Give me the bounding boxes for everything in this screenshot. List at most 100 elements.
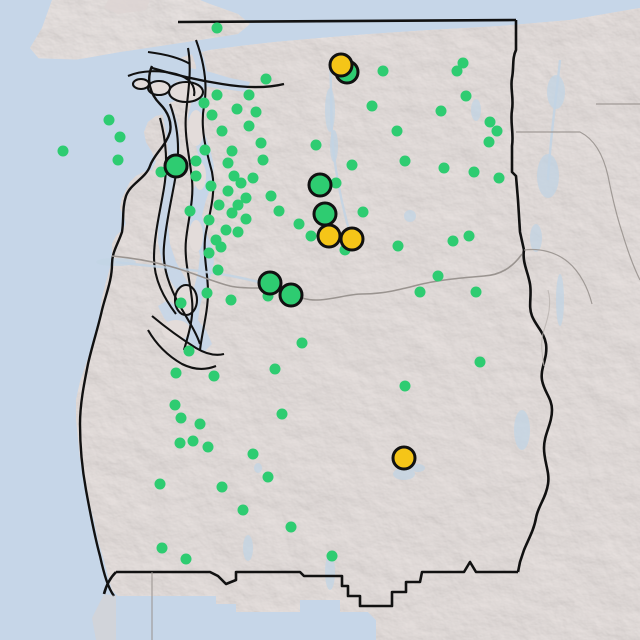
- station-marker-green-small[interactable]: [305, 230, 317, 242]
- station-marker-green-large[interactable]: [163, 153, 189, 179]
- station-marker-green-small[interactable]: [208, 370, 220, 382]
- station-marker-green-small[interactable]: [206, 109, 218, 121]
- station-marker-green-small[interactable]: [243, 89, 255, 101]
- station-marker-green-small[interactable]: [215, 241, 227, 253]
- station-marker-green-small[interactable]: [273, 205, 285, 217]
- station-marker-yellow-large[interactable]: [339, 226, 365, 252]
- station-marker-green-small[interactable]: [226, 207, 238, 219]
- station-marker-green-small[interactable]: [255, 137, 267, 149]
- station-marker-green-small[interactable]: [457, 57, 469, 69]
- station-marker-green-small[interactable]: [180, 553, 192, 565]
- station-marker-green-small[interactable]: [247, 172, 259, 184]
- station-marker-green-small[interactable]: [346, 159, 358, 171]
- station-marker-green-small[interactable]: [468, 166, 480, 178]
- station-marker-green-small[interactable]: [243, 120, 255, 132]
- station-marker-green-small[interactable]: [262, 290, 274, 302]
- station-marker-green-small[interactable]: [187, 435, 199, 447]
- station-marker-green-small[interactable]: [493, 172, 505, 184]
- station-marker-green-small[interactable]: [460, 90, 472, 102]
- station-marker-green-small[interactable]: [276, 408, 288, 420]
- station-marker-green-small[interactable]: [203, 214, 215, 226]
- station-marker-green-small[interactable]: [175, 297, 187, 309]
- station-marker-green-small[interactable]: [194, 418, 206, 430]
- station-marker-green-small[interactable]: [184, 205, 196, 217]
- station-marker-green-small[interactable]: [330, 177, 342, 189]
- station-marker-green-small[interactable]: [470, 286, 482, 298]
- station-marker-green-small[interactable]: [491, 125, 503, 137]
- station-marker-green-large[interactable]: [307, 172, 333, 198]
- station-marker-green-small[interactable]: [222, 185, 234, 197]
- station-marker-green-small[interactable]: [198, 97, 210, 109]
- station-marker-green-small[interactable]: [447, 235, 459, 247]
- station-marker-green-small[interactable]: [183, 345, 195, 357]
- station-marker-green-small[interactable]: [310, 139, 322, 151]
- station-marker-green-small[interactable]: [210, 234, 222, 246]
- station-marker-green-small[interactable]: [203, 247, 215, 259]
- station-marker-green-small[interactable]: [57, 145, 69, 157]
- station-marker-green-small[interactable]: [216, 481, 228, 493]
- station-marker-green-small[interactable]: [235, 177, 247, 189]
- station-marker-green-small[interactable]: [154, 478, 166, 490]
- station-marker-green-small[interactable]: [216, 125, 228, 137]
- station-marker-green-small[interactable]: [474, 356, 486, 368]
- station-marker-yellow-large[interactable]: [328, 52, 354, 78]
- station-marker-green-small[interactable]: [155, 166, 167, 178]
- station-marker-green-small[interactable]: [260, 73, 272, 85]
- station-marker-green-small[interactable]: [112, 154, 124, 166]
- station-marker-green-small[interactable]: [257, 154, 269, 166]
- station-marker-green-small[interactable]: [250, 106, 262, 118]
- station-marker-green-large[interactable]: [312, 201, 338, 227]
- station-marker-green-small[interactable]: [190, 155, 202, 167]
- station-marker-green-large[interactable]: [278, 282, 304, 308]
- station-marker-green-small[interactable]: [399, 155, 411, 167]
- station-marker-green-small[interactable]: [232, 226, 244, 238]
- station-marker-green-small[interactable]: [262, 471, 274, 483]
- station-marker-green-small[interactable]: [392, 240, 404, 252]
- station-marker-green-small[interactable]: [269, 363, 281, 375]
- station-marker-green-small[interactable]: [199, 144, 211, 156]
- station-marker-green-small[interactable]: [296, 337, 308, 349]
- station-marker-green-small[interactable]: [451, 65, 463, 77]
- station-marker-green-small[interactable]: [226, 145, 238, 157]
- station-marker-green-small[interactable]: [357, 206, 369, 218]
- station-marker-green-small[interactable]: [211, 22, 223, 34]
- station-marker-green-small[interactable]: [205, 180, 217, 192]
- station-marker-green-small[interactable]: [169, 399, 181, 411]
- station-marker-green-large[interactable]: [257, 270, 283, 296]
- station-marker-green-small[interactable]: [211, 89, 223, 101]
- station-marker-green-small[interactable]: [237, 504, 249, 516]
- station-marker-green-small[interactable]: [484, 116, 496, 128]
- station-marker-green-small[interactable]: [202, 441, 214, 453]
- station-marker-green-small[interactable]: [432, 270, 444, 282]
- station-marker-green-small[interactable]: [391, 125, 403, 137]
- station-marker-yellow-large[interactable]: [316, 223, 342, 249]
- station-marker-green-small[interactable]: [212, 264, 224, 276]
- station-marker-green-small[interactable]: [103, 114, 115, 126]
- station-marker-green-small[interactable]: [231, 103, 243, 115]
- station-marker-green-small[interactable]: [240, 192, 252, 204]
- station-marker-green-small[interactable]: [156, 542, 168, 554]
- station-marker-green-small[interactable]: [228, 170, 240, 182]
- station-marker-green-small[interactable]: [438, 162, 450, 174]
- station-marker-green-small[interactable]: [220, 224, 232, 236]
- station-marker-green-small[interactable]: [463, 230, 475, 242]
- station-marker-green-small[interactable]: [326, 550, 338, 562]
- station-marker-green-small[interactable]: [247, 448, 259, 460]
- station-marker-green-small[interactable]: [213, 199, 225, 211]
- station-marker-green-small[interactable]: [240, 213, 252, 225]
- station-marker-green-small[interactable]: [170, 367, 182, 379]
- station-marker-green-small[interactable]: [285, 521, 297, 533]
- station-marker-green-small[interactable]: [483, 136, 495, 148]
- station-marker-green-small[interactable]: [414, 286, 426, 298]
- station-marker-green-small[interactable]: [366, 100, 378, 112]
- station-marker-green-small[interactable]: [190, 170, 202, 182]
- station-marker-green-small[interactable]: [377, 65, 389, 77]
- station-marker-green-small[interactable]: [339, 244, 351, 256]
- station-marker-green-small[interactable]: [293, 218, 305, 230]
- station-marker-green-small[interactable]: [175, 412, 187, 424]
- station-marker-green-small[interactable]: [399, 380, 411, 392]
- station-marker-green-small[interactable]: [222, 157, 234, 169]
- station-marker-green-small[interactable]: [201, 287, 213, 299]
- station-marker-yellow-large[interactable]: [391, 445, 417, 471]
